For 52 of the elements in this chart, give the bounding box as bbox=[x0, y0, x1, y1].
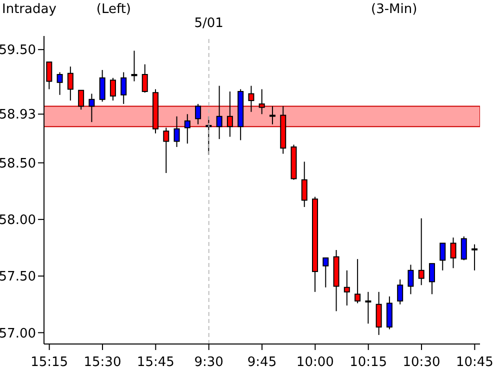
x-tick-label: 9:45 bbox=[247, 355, 277, 370]
candlestick bbox=[354, 258, 361, 304]
text: (3-Min) bbox=[371, 2, 418, 17]
x-tick-label: 10:45 bbox=[456, 355, 494, 370]
candlestick bbox=[258, 88, 265, 115]
candlestick bbox=[226, 90, 233, 138]
candlestick bbox=[376, 291, 382, 336]
x-tick-label: 9:30 bbox=[194, 355, 224, 370]
candlestick bbox=[120, 72, 127, 104]
candlestick bbox=[248, 85, 254, 112]
candlestick bbox=[131, 50, 138, 82]
candlestick bbox=[163, 127, 170, 174]
candlestick bbox=[67, 66, 74, 102]
y-tick-label: 58.50 bbox=[0, 156, 36, 172]
x-tick-label: 15:30 bbox=[84, 355, 122, 370]
candlestick bbox=[450, 237, 456, 269]
candlestick bbox=[418, 218, 424, 286]
y-tick-label: 57.50 bbox=[0, 270, 36, 285]
candlestick bbox=[344, 270, 350, 306]
candlestick bbox=[184, 114, 190, 144]
candlestick bbox=[88, 93, 95, 123]
y-tick-label: 58.00 bbox=[0, 213, 36, 228]
x-tick-label: 15:15 bbox=[30, 355, 68, 370]
x-tick-label: 10:15 bbox=[350, 355, 388, 370]
y-tick-label: 58.93 bbox=[0, 108, 36, 123]
candlestick bbox=[408, 264, 414, 295]
x-tick-label: 10:00 bbox=[296, 355, 334, 370]
candlestick bbox=[386, 296, 392, 330]
candlestick bbox=[142, 64, 148, 94]
candlestick bbox=[195, 103, 202, 125]
ref-line-label: 5/01 bbox=[194, 16, 224, 31]
x-tick-label: 15:45 bbox=[136, 355, 174, 370]
candlestick bbox=[440, 242, 446, 271]
candlestick bbox=[365, 291, 372, 324]
candlestick bbox=[322, 257, 329, 288]
x-tick-label: 10:30 bbox=[402, 355, 440, 370]
candlestick bbox=[110, 77, 116, 102]
candlestick bbox=[99, 69, 106, 102]
chart-title: Intraday bbox=[2, 2, 56, 17]
candlestick bbox=[56, 72, 63, 96]
candlestick bbox=[472, 244, 478, 271]
candlestick bbox=[428, 263, 435, 295]
chart-subtitle: (Left) bbox=[96, 2, 132, 17]
candlestick bbox=[301, 161, 308, 208]
candlestick bbox=[78, 90, 84, 110]
y-tick-label: 59.50 bbox=[0, 43, 36, 58]
candlestick bbox=[216, 85, 222, 140]
candlestick bbox=[397, 278, 404, 305]
y-tick-label: 57.00 bbox=[0, 326, 36, 342]
candlestick bbox=[174, 116, 180, 148]
candlestick bbox=[269, 106, 276, 125]
candlestick bbox=[460, 236, 467, 261]
